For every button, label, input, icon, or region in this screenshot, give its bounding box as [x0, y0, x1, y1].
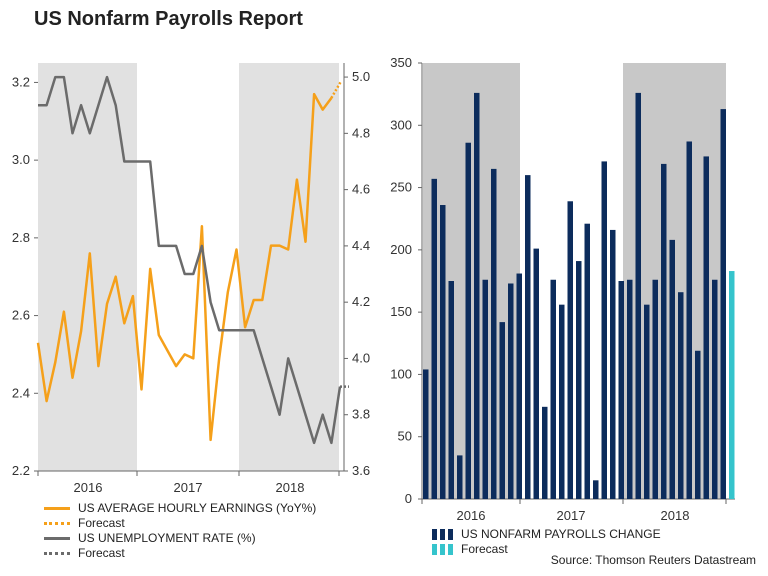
legend-item-earnings-forecast: Forecast [44, 516, 316, 531]
shade-2016-right [423, 63, 520, 499]
payroll-bar [686, 141, 692, 500]
payroll-bar [550, 279, 556, 499]
payroll-bar [423, 369, 429, 499]
right-y-tick-label: 4.8 [352, 125, 370, 140]
payroll-bar [661, 163, 667, 499]
bar-y-tick-label: 100 [390, 366, 412, 381]
right-y-tick-label: 4.4 [352, 238, 370, 253]
unemployment-series-line [38, 75, 342, 445]
payroll-bar [601, 161, 607, 499]
bar-y-tick-label: 50 [398, 429, 412, 444]
right-y-tick-label: 3.6 [352, 463, 370, 478]
bar-x-tick-label-2016: 2016 [457, 508, 486, 523]
legend-label-unemployment-forecast: Forecast [78, 546, 125, 560]
payroll-bar [712, 279, 718, 499]
payroll-bar [635, 92, 641, 499]
legend-label-payrolls: US NONFARM PAYROLLS CHANGE [461, 527, 661, 541]
legend-item-unemployment-forecast: Forecast [44, 546, 316, 561]
payroll-bar [576, 261, 582, 499]
payroll-bar [669, 239, 675, 500]
payroll-bar [440, 205, 446, 500]
legend-item-unemployment: US UNEMPLOYMENT RATE (%) [44, 531, 316, 546]
legend-item-payrolls: US NONFARM PAYROLLS CHANGE [432, 527, 661, 542]
earnings-forecast-line [330, 81, 342, 99]
payroll-bar [499, 322, 505, 499]
legend-swatch-earnings-forecast [44, 522, 70, 525]
payroll-bar [559, 304, 565, 499]
left-y-tick-label: 2.2 [12, 463, 30, 478]
payroll-bar [703, 156, 709, 499]
payroll-bar [457, 455, 463, 499]
payroll-bar [644, 304, 650, 499]
right-y-tick-label: 3.8 [352, 407, 370, 422]
payroll-bar [491, 168, 497, 499]
bar-y-tick-label: 350 [390, 55, 412, 70]
payroll-bar [533, 248, 539, 499]
legend-swatch-payrolls [432, 529, 453, 540]
legend-swatch-payrolls-forecast [432, 544, 453, 555]
legend-label-earnings-forecast: Forecast [78, 516, 125, 530]
legend-swatch-earnings [44, 507, 70, 510]
payroll-bar [508, 283, 514, 499]
payroll-bar [618, 281, 624, 499]
right-y-tick-label: 4.2 [352, 294, 370, 309]
left-y-tick-label: 3.2 [12, 74, 30, 89]
bar-x-tick-label-2018: 2018 [661, 508, 690, 523]
payroll-bar [567, 201, 573, 499]
payroll-bar [593, 480, 599, 499]
bar-y-tick-label: 300 [390, 117, 412, 132]
payroll-bar [474, 92, 480, 499]
bar-x-tick-label-2017: 2017 [557, 508, 586, 523]
payroll-bar [652, 279, 658, 499]
bar-y-tick-label: 150 [390, 304, 412, 319]
payroll-bar [627, 279, 633, 499]
bar-y-tick-label: 0 [405, 491, 412, 506]
payroll-bar [448, 281, 454, 499]
left-y-tick-label: 3.0 [12, 152, 30, 167]
payroll-forecast-bar [729, 271, 735, 499]
left-x-tick-label-2016: 2016 [74, 480, 103, 495]
bar-y-tick-label: 200 [390, 242, 412, 257]
payroll-bar [465, 142, 471, 499]
left-x-tick-label-2017: 2017 [174, 480, 203, 495]
left-y-tick-label: 2.6 [12, 308, 30, 323]
legend-item-earnings: US AVERAGE HOURLY EARNINGS (YoY%) [44, 501, 316, 516]
legend-swatch-unemployment [44, 537, 70, 540]
bar-y-tick-label: 250 [390, 180, 412, 195]
source-note: Source: Thomson Reuters Datastream [550, 553, 756, 567]
right-y-tick-label: 5.0 [352, 69, 370, 84]
legend-label-unemployment: US UNEMPLOYMENT RATE (%) [78, 531, 256, 545]
payroll-bar [678, 292, 684, 499]
payroll-bar [482, 279, 488, 499]
legend-label-earnings: US AVERAGE HOURLY EARNINGS (YoY%) [78, 501, 317, 515]
payroll-bar [516, 273, 522, 499]
payroll-bar [584, 223, 590, 499]
legend-right: US NONFARM PAYROLLS CHANGE Forecast [432, 527, 661, 557]
legend-item-payrolls-forecast: Forecast [432, 542, 661, 557]
legend-swatch-unemployment-forecast [44, 552, 70, 555]
left-y-tick-label: 2.8 [12, 230, 30, 245]
left-y-tick-label: 2.4 [12, 385, 30, 400]
payroll-bar [610, 229, 616, 499]
page-title: US Nonfarm Payrolls Report [34, 8, 303, 30]
payroll-bar [542, 406, 548, 499]
left-x-tick-label-2018: 2018 [276, 480, 305, 495]
shade-2018 [239, 63, 339, 471]
payroll-bar [695, 350, 701, 499]
legend-left: US AVERAGE HOURLY EARNINGS (YoY%) Foreca… [44, 501, 316, 561]
payroll-bar [431, 178, 437, 499]
earnings-series-line [36, 92, 333, 442]
payroll-bar [720, 109, 726, 499]
legend-label-payrolls-forecast: Forecast [461, 542, 508, 556]
right-y-tick-label: 4.0 [352, 350, 370, 365]
payroll-bar [525, 175, 531, 499]
right-y-tick-label: 4.6 [352, 182, 370, 197]
